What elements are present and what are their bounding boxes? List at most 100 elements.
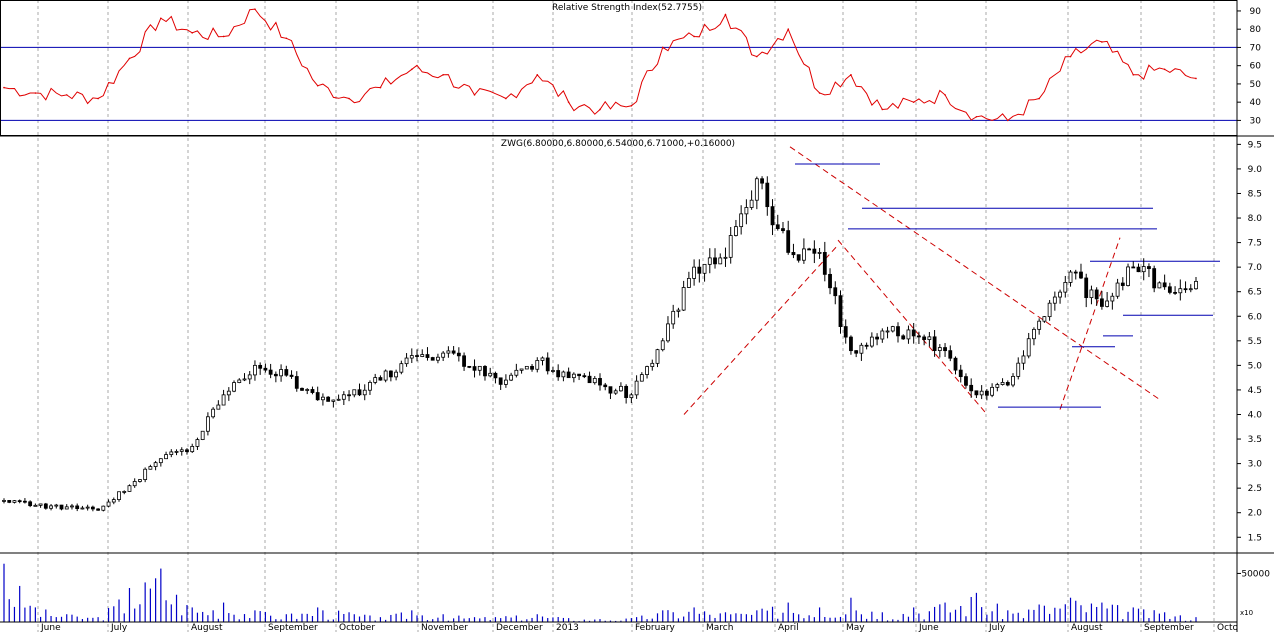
candle-body [373, 377, 378, 383]
candle-body [979, 390, 984, 396]
candle-body [885, 330, 890, 333]
candle-body [519, 368, 524, 371]
candle-body [880, 330, 885, 340]
candle-body [545, 357, 550, 372]
candle-body [582, 375, 587, 378]
candle-body [456, 352, 461, 357]
candle-body [420, 354, 425, 357]
candle-body [843, 326, 848, 338]
rsi-point [881, 108, 884, 111]
month-tick-label: August [1071, 623, 1103, 632]
rsi-point [1069, 55, 1072, 58]
candle-body [812, 248, 817, 254]
candle-body [237, 379, 242, 383]
candle-body [430, 357, 435, 361]
candle-body [190, 446, 195, 453]
candle-body [12, 500, 17, 503]
candle-body [817, 252, 822, 254]
candle-body [80, 507, 85, 510]
candle-body [1026, 338, 1031, 357]
candle-body [315, 392, 320, 401]
candle-body [1073, 271, 1078, 274]
candle-body [890, 326, 895, 332]
month-tick-label: July [988, 623, 1006, 632]
price-tick-label: 2.5 [1248, 484, 1262, 494]
candle-body [451, 350, 456, 354]
month-tick-label: September [268, 623, 318, 632]
rsi-point [756, 55, 758, 58]
candle-body [362, 389, 367, 396]
candle-body [634, 380, 639, 396]
candle-body [681, 287, 686, 311]
candle-body [179, 449, 184, 452]
rsi-point [442, 73, 444, 76]
candle-body [1084, 277, 1089, 299]
candle-body [17, 500, 22, 503]
candle-body [1042, 316, 1047, 322]
candle-body [697, 266, 702, 274]
candle-body [43, 503, 48, 509]
candle-body [368, 381, 372, 391]
candle-body [598, 378, 602, 386]
rsi-point [1163, 68, 1166, 71]
candle-body [1016, 362, 1021, 377]
candle-body [676, 309, 681, 312]
candle-body [859, 344, 864, 354]
candle-body [728, 235, 733, 258]
rsi-point [379, 86, 382, 89]
rsi-point [630, 105, 633, 107]
candle-body [378, 377, 383, 381]
rsi-point [348, 97, 350, 100]
candle-body [875, 336, 879, 340]
candle-body [132, 481, 137, 487]
candle-body [911, 329, 916, 337]
volume-scale-label: x10 [1240, 609, 1253, 617]
candle-body [906, 329, 911, 340]
candle-body [503, 379, 508, 385]
candle-body [943, 347, 947, 352]
candle-body [822, 252, 827, 275]
candle-body [781, 228, 785, 232]
candle-body [775, 224, 780, 229]
candle-body [619, 385, 623, 392]
candle-body [765, 182, 770, 208]
candle-body [336, 398, 341, 401]
rsi-point [3, 86, 5, 89]
candle-body [148, 466, 153, 470]
price-tick-label: 9.0 [1248, 165, 1263, 175]
rsi-point [850, 73, 852, 76]
candle-body [409, 355, 414, 359]
candle-body [786, 230, 791, 253]
month-tick-label: March [706, 623, 733, 632]
rsi-tick-label: 60 [1250, 62, 1262, 72]
candle-body [153, 462, 158, 467]
month-tick-label: May [846, 623, 865, 632]
candle-body [23, 500, 27, 503]
candle-body [216, 404, 221, 410]
candle-body [556, 370, 561, 378]
candle-body [85, 506, 90, 509]
candle-body [263, 367, 268, 371]
rsi-point [160, 17, 162, 20]
candle-body [75, 505, 80, 510]
candle-body [932, 336, 937, 351]
candle-body [828, 273, 832, 289]
candle-body [801, 248, 806, 261]
candle-body [488, 372, 493, 377]
candle-body [718, 257, 723, 265]
candle-body [289, 374, 294, 377]
candle-body [509, 374, 514, 381]
candle-body [1037, 320, 1042, 330]
candle-body [671, 310, 676, 325]
candle-body [686, 277, 691, 288]
candle-body [958, 369, 963, 378]
candle-body [833, 287, 838, 297]
price-tick-label: 3.5 [1248, 435, 1262, 445]
candle-body [791, 252, 796, 256]
candle-body [530, 365, 534, 370]
rsi-point [410, 68, 413, 71]
candle-body [896, 326, 900, 337]
candle-body [1005, 382, 1010, 386]
price-tick-label: 1.5 [1248, 533, 1262, 543]
